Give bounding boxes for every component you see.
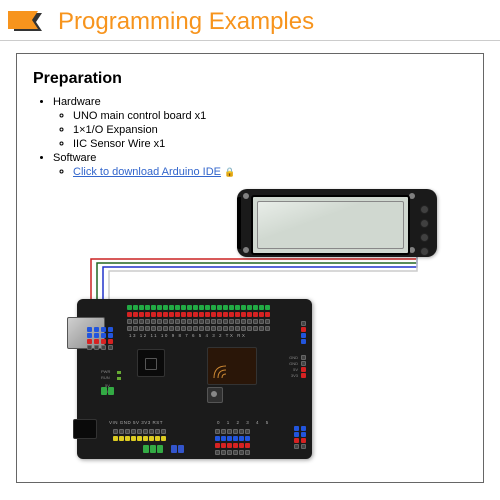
top-pin-labels: 13 12 11 10 9 8 7 6 5 4 3 2 TX RX bbox=[129, 333, 246, 338]
header-icon bbox=[8, 10, 50, 34]
preparation-list: Hardware UNO main control board x1 1×1/O… bbox=[33, 96, 467, 178]
lcd-connector bbox=[420, 205, 429, 256]
lock-icon: 🔒 bbox=[224, 167, 235, 177]
wiring-diagram: 13 12 11 10 9 8 7 6 5 4 3 2 TX RX bbox=[77, 189, 437, 469]
page-title: Programming Examples bbox=[58, 8, 314, 36]
usb-port bbox=[67, 317, 105, 349]
hardware-label: Hardware bbox=[53, 96, 101, 108]
list-item: IIC Sensor Wire x1 bbox=[73, 138, 467, 150]
software-label: Software bbox=[53, 152, 96, 164]
power-jack bbox=[73, 419, 97, 439]
page-header: Programming Examples bbox=[0, 0, 500, 41]
wireless-module bbox=[207, 347, 257, 385]
list-item: 1×1/O Expansion bbox=[73, 124, 467, 136]
lcd-module bbox=[237, 189, 437, 257]
list-item: Software Click to download Arduino IDE 🔒 bbox=[53, 152, 467, 178]
main-chip bbox=[137, 349, 165, 377]
download-link[interactable]: Click to download Arduino IDE bbox=[73, 166, 221, 178]
list-item: Hardware UNO main control board x1 1×1/O… bbox=[53, 96, 467, 150]
reset-button bbox=[207, 387, 223, 403]
list-item: Click to download Arduino IDE 🔒 bbox=[73, 166, 467, 178]
section-heading: Preparation bbox=[33, 70, 467, 88]
lcd-screen bbox=[251, 195, 410, 255]
list-item: UNO main control board x1 bbox=[73, 110, 467, 122]
content-panel: Preparation Hardware UNO main control bo… bbox=[16, 53, 484, 483]
arduino-board: 13 12 11 10 9 8 7 6 5 4 3 2 TX RX bbox=[77, 299, 312, 459]
